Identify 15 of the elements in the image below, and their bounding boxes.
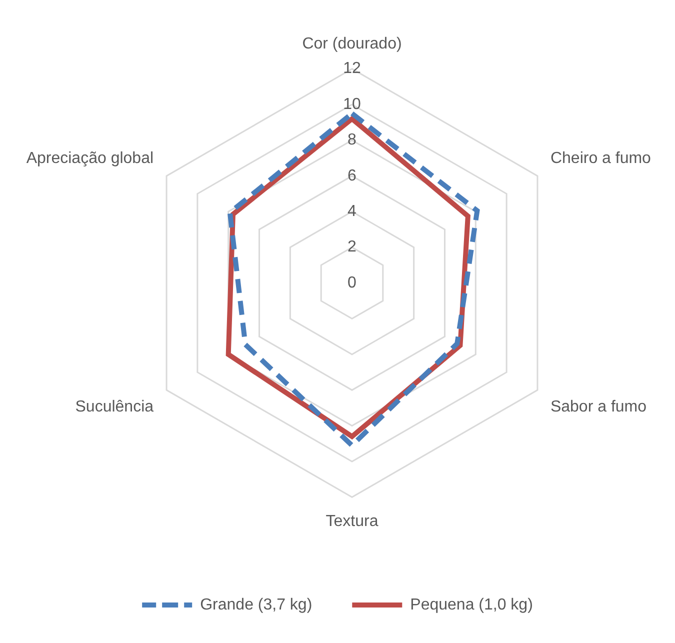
spoke-label: Suculência	[75, 398, 154, 416]
y-tick-label: 0	[348, 274, 357, 292]
spoke-label: Sabor a fumo	[550, 398, 647, 416]
spoke-label: Apreciação global	[26, 150, 154, 168]
spoke-label: Textura	[326, 513, 378, 530]
legend-label: Pequena (1,0 kg)	[410, 596, 533, 614]
y-tick-label: 8	[348, 132, 357, 149]
y-tick-label: 4	[348, 203, 357, 220]
spoke-label: Cor (dourado)	[302, 36, 402, 53]
legend-label: Grande (3,7 kg)	[200, 596, 312, 614]
spoke-label: Cheiro a fumo	[550, 150, 652, 168]
y-tick-label: 10	[343, 96, 361, 113]
y-tick-label: 2	[348, 238, 357, 256]
y-tick-label: 12	[343, 60, 361, 78]
y-tick-label: 6	[348, 167, 357, 184]
